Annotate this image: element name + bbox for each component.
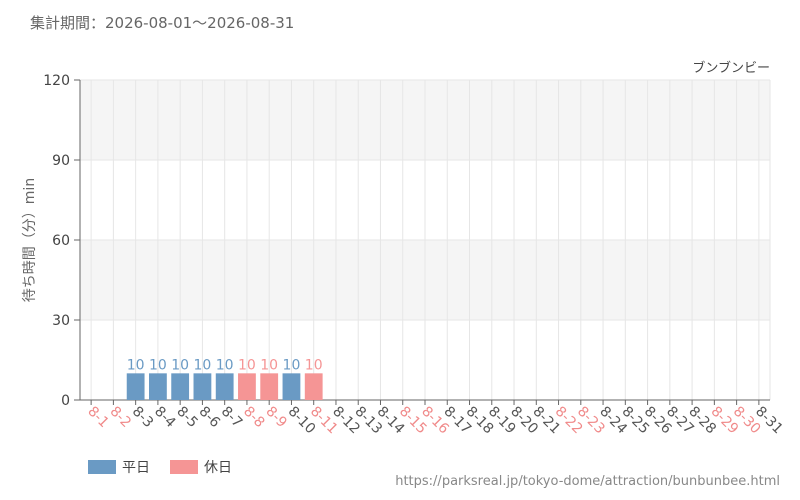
bar — [126, 373, 145, 400]
y-tick-label: 120 — [43, 73, 70, 89]
x-tick-label: 8-7 — [218, 404, 245, 431]
bar-value-label: 10 — [127, 357, 145, 373]
bar — [149, 373, 167, 400]
x-tick-label: 8-6 — [196, 404, 224, 432]
bar — [282, 373, 301, 400]
y-axis-label: 待ち時間（分）min — [22, 178, 38, 302]
x-tick-label: 8-1 — [84, 404, 111, 431]
x-tick-label: 8-8 — [240, 404, 267, 431]
x-tick-label: 8-4 — [151, 404, 179, 432]
x-tick-label: 8-5 — [173, 404, 200, 431]
legend-swatch-holiday — [170, 460, 198, 474]
bar-value-label: 10 — [305, 357, 323, 373]
bar-value-label: 10 — [260, 357, 278, 373]
legend-swatch-weekday — [88, 460, 116, 474]
source-url[interactable]: https://parksreal.jp/tokyo-dome/attracti… — [395, 474, 780, 489]
period-label: 集計期間：2026-08-01～2026-08-31 — [30, 14, 295, 32]
bar-value-label: 10 — [194, 357, 212, 373]
legend: 平日 休日 — [88, 457, 252, 477]
y-tick-label: 0 — [61, 393, 70, 409]
bar — [193, 373, 212, 400]
bar-value-label: 10 — [238, 357, 256, 373]
bar — [304, 373, 323, 400]
y-tick-label: 60 — [52, 233, 70, 249]
legend-label-weekday: 平日 — [122, 460, 150, 476]
bar-value-label: 10 — [149, 357, 167, 373]
legend-item-holiday[interactable]: 休日 — [170, 457, 232, 477]
bar — [215, 373, 234, 400]
bar — [238, 373, 256, 400]
x-tick-label: 8-2 — [107, 404, 134, 431]
bar-value-label: 10 — [171, 357, 189, 373]
bar-value-label: 10 — [216, 357, 234, 373]
legend-label-holiday: 休日 — [204, 460, 232, 476]
x-tick-label: 8-3 — [129, 404, 156, 431]
bar-value-label: 10 — [283, 357, 301, 373]
legend-item-weekday[interactable]: 平日 — [88, 457, 150, 477]
x-tick-label: 8-9 — [262, 404, 289, 431]
chart-title: ブンブンビー — [692, 60, 770, 76]
y-tick-label: 30 — [52, 313, 70, 329]
bar — [260, 373, 279, 400]
y-tick-label: 90 — [52, 153, 70, 169]
bar — [171, 373, 190, 400]
